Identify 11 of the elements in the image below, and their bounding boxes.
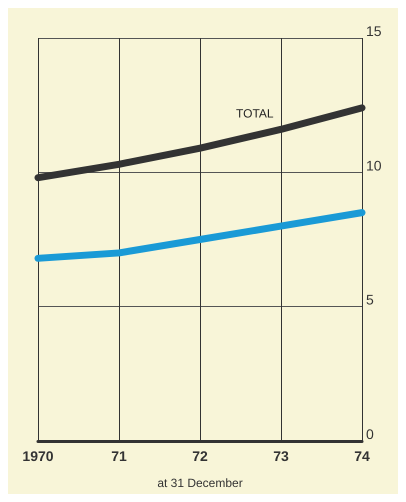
x-tick-label: 72	[192, 448, 208, 464]
y-tick-label: 5	[366, 292, 374, 308]
x-tick-label: 71	[111, 448, 127, 464]
x-axis-title: at 31 December	[157, 476, 243, 490]
y-tick-label: 10	[366, 157, 382, 174]
x-tick-label: 73	[273, 448, 289, 464]
y-tick-label: 15	[366, 23, 382, 39]
x-tick-label: 1970	[22, 448, 54, 464]
series-label: TOTAL	[236, 106, 274, 120]
x-tick-label: 74	[354, 448, 370, 464]
y-tick-label: 0	[366, 426, 374, 442]
